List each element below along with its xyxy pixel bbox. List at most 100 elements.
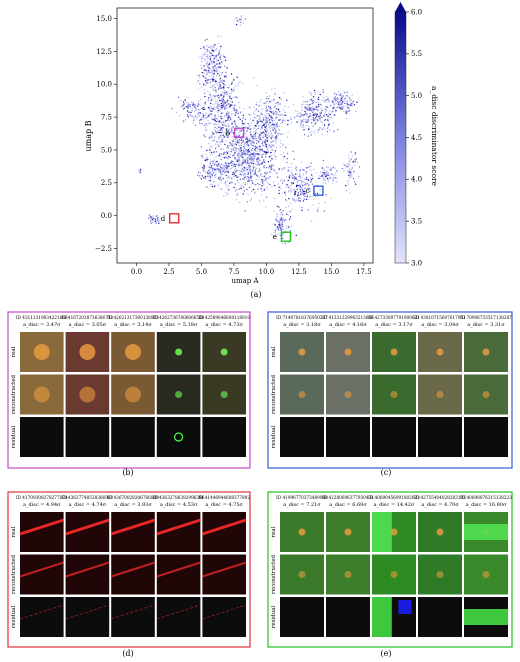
scatter-point <box>214 119 216 122</box>
scatter-point <box>236 138 238 140</box>
scatter-point <box>264 171 266 174</box>
scatter-point <box>280 179 282 182</box>
scatter-point <box>211 117 213 119</box>
scatter-point <box>271 123 273 126</box>
scatter-point <box>210 52 212 55</box>
source-blob <box>436 528 444 536</box>
scatter-point <box>204 114 206 117</box>
scatter-point <box>287 179 289 182</box>
scatter-point <box>310 110 313 112</box>
scatter-point <box>194 124 197 127</box>
scatter-point <box>224 65 226 68</box>
scatter-point <box>310 119 312 121</box>
scatter-point <box>260 117 262 120</box>
scatter-point <box>259 101 261 103</box>
scatter-point <box>329 129 331 131</box>
scatter-point <box>204 77 206 79</box>
scatter-point <box>264 188 266 190</box>
scatter-point <box>246 153 249 155</box>
scatter-point <box>203 167 205 169</box>
scatter-point <box>216 89 218 91</box>
scatter-point <box>225 181 227 183</box>
scatter-point <box>282 234 284 236</box>
caption-b: (b) <box>122 468 133 477</box>
scatter-point <box>218 74 220 77</box>
scatter-point <box>312 102 315 104</box>
scatter-point <box>320 104 323 106</box>
scatter-point <box>354 161 356 163</box>
scatter-point <box>310 103 312 106</box>
scatter-point <box>288 186 290 188</box>
scatter-point <box>204 117 206 119</box>
row-label-reconstructed: reconstructed <box>11 554 17 594</box>
scatter-point <box>221 61 223 63</box>
scatter-point <box>308 91 310 93</box>
scatter-point <box>208 67 210 70</box>
scatter-point <box>237 165 240 167</box>
scatter-point <box>216 102 218 105</box>
scatter-point <box>282 169 284 171</box>
scatter-point <box>212 95 214 97</box>
x-tick-label: 17.5 <box>356 268 372 276</box>
y-tick-label: 7.5 <box>101 113 112 121</box>
scatter-point <box>344 102 346 105</box>
scatter-point <box>347 179 349 181</box>
scatter-point <box>305 193 307 195</box>
scatter-point <box>215 89 217 91</box>
scatter-point <box>216 71 218 73</box>
scatter-point <box>200 172 202 174</box>
colorbar-tick-label: 4.5 <box>411 134 422 142</box>
scatter-point <box>314 195 316 198</box>
scatter-point <box>326 127 329 129</box>
scatter-point <box>349 98 351 100</box>
scatter-point <box>234 171 236 173</box>
scatter-point <box>230 180 232 183</box>
satellite-trail <box>156 561 201 578</box>
scatter-point <box>328 178 331 180</box>
scatter-point <box>230 88 233 91</box>
scatter-point <box>242 117 244 119</box>
scatter-point <box>321 121 324 124</box>
scatter-point <box>219 176 221 179</box>
scatter-point <box>271 135 273 137</box>
scatter-point <box>238 129 241 132</box>
scatter-point <box>276 108 278 110</box>
scatter-point <box>318 105 320 108</box>
colorbar-tick-label: 3.0 <box>411 259 422 267</box>
scatter-point <box>186 107 189 110</box>
scatter-point <box>277 134 279 136</box>
scatter-point <box>226 67 228 69</box>
scatter-point <box>220 158 222 161</box>
scatter-point <box>292 150 294 153</box>
scatter-point <box>286 99 288 102</box>
disc-score: a_disc = 4.94σ <box>23 502 61 508</box>
scatter-point <box>241 142 244 144</box>
residual-trail <box>19 604 64 620</box>
scatter-point <box>237 156 239 159</box>
scatter-point <box>317 101 319 104</box>
scatter-point <box>219 81 221 84</box>
scatter-point <box>241 163 243 166</box>
scatter-point <box>323 114 326 116</box>
scatter-point <box>193 110 196 113</box>
scatter-point <box>248 113 250 116</box>
scatter-point <box>340 102 342 104</box>
scatter-point <box>227 136 229 138</box>
scatter-point <box>352 178 355 180</box>
scatter-point <box>209 105 211 107</box>
colorbar-tick-label: 6.0 <box>411 8 422 16</box>
scatter-point <box>257 148 259 150</box>
scatter-point <box>309 165 311 167</box>
scatter-point <box>346 165 348 168</box>
scatter-point <box>197 171 199 173</box>
scatter-point <box>207 70 210 72</box>
scatter-point <box>228 189 230 191</box>
scatter-point <box>238 139 241 141</box>
scatter-point <box>217 84 219 87</box>
scatter-point <box>275 219 277 221</box>
scatter-point <box>312 120 315 122</box>
scatter-point <box>235 23 238 26</box>
scatter-point <box>152 215 155 217</box>
scatter-point <box>268 97 270 100</box>
